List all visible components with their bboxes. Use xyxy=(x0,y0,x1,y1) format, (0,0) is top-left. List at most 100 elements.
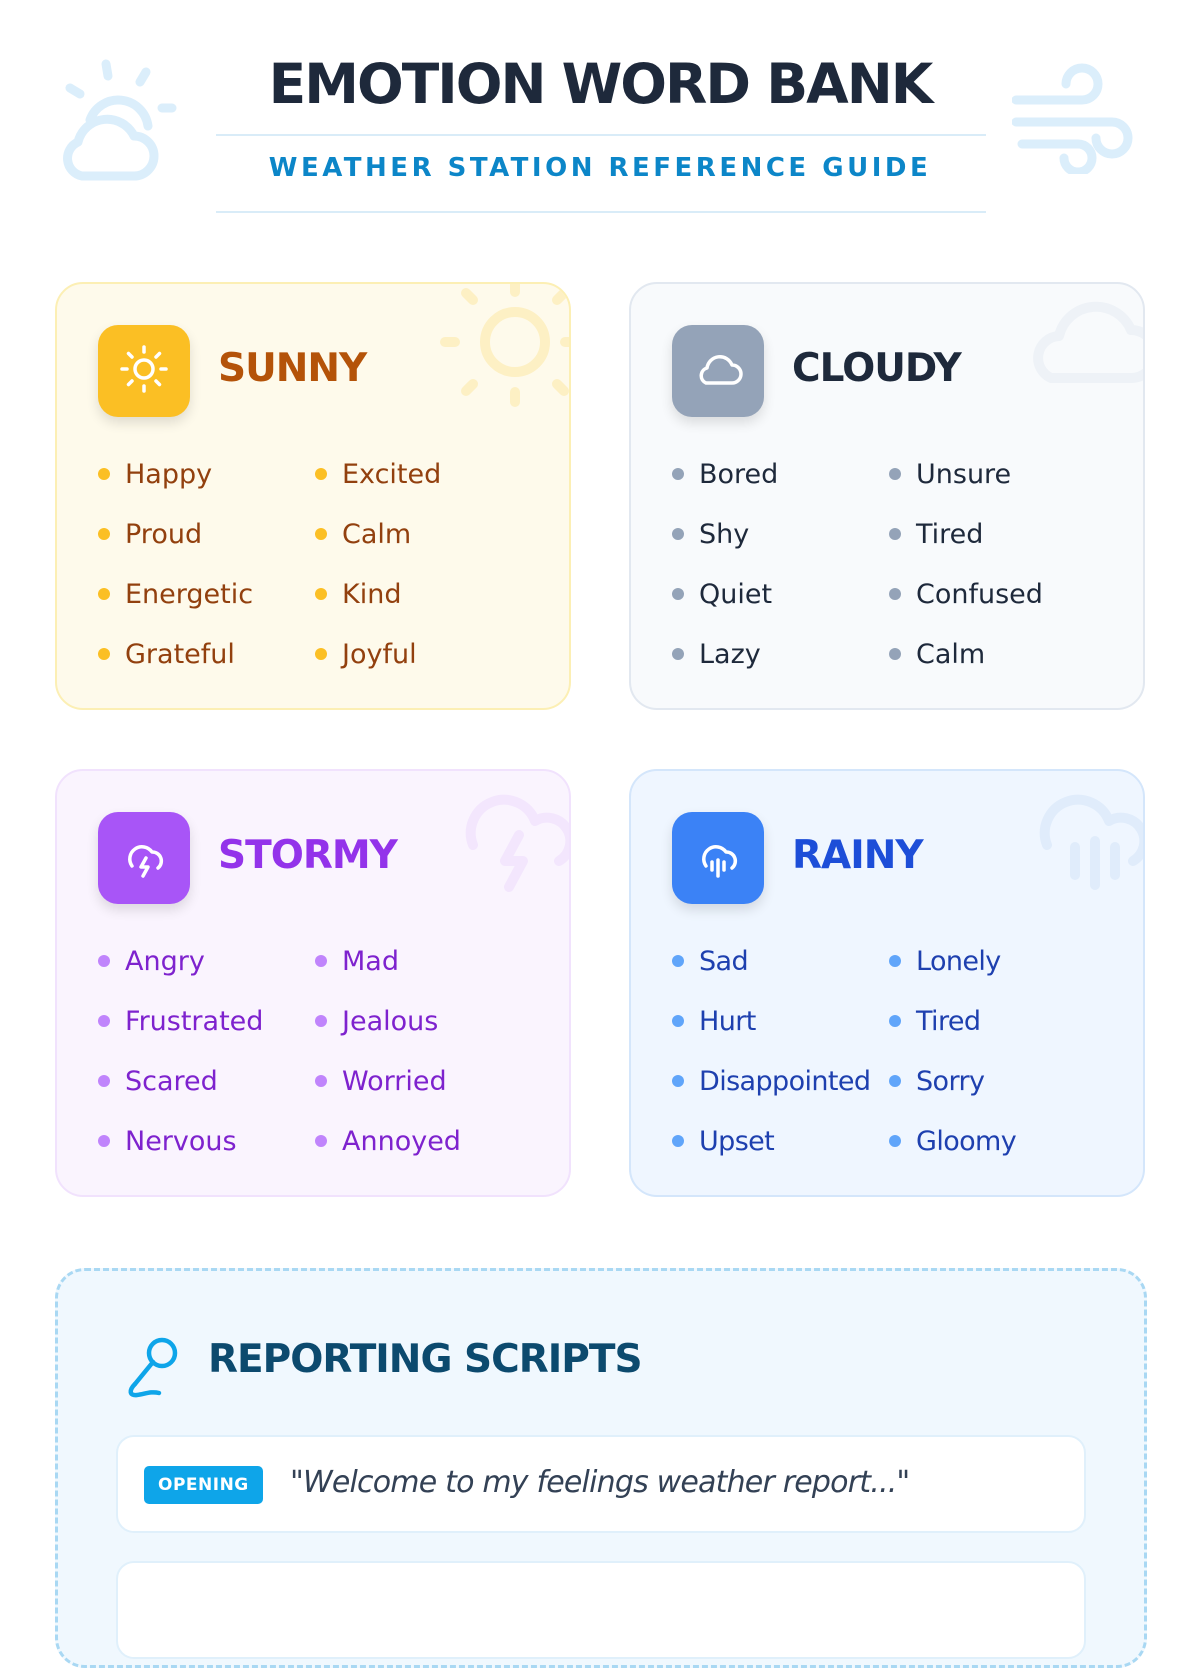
word-label: Shy xyxy=(699,518,750,550)
word-item: Happy xyxy=(98,444,315,504)
bullet-dot xyxy=(315,588,327,600)
word-item: Frustrated xyxy=(98,991,315,1051)
word-label: Upset xyxy=(699,1125,775,1157)
word-label: Excited xyxy=(342,458,442,490)
bullet-dot xyxy=(315,468,327,480)
bullet-dot xyxy=(315,955,327,967)
bullet-dot xyxy=(672,468,684,480)
word-label: Frustrated xyxy=(125,1005,264,1037)
word-item: Sorry xyxy=(889,1051,1106,1111)
word-item: Lonely xyxy=(889,931,1106,991)
bullet-dot xyxy=(98,648,110,660)
word-label: Tired xyxy=(916,1005,981,1037)
word-item: Joyful xyxy=(315,624,532,684)
bullet-dot xyxy=(889,1015,901,1027)
cloudy-title: CLOUDY xyxy=(792,346,962,391)
word-label: Confused xyxy=(916,578,1043,610)
cloud-icon xyxy=(692,349,744,393)
word-item: Tired xyxy=(889,504,1106,564)
rainy-badge xyxy=(672,812,764,904)
word-item: Quiet xyxy=(672,564,889,624)
script-quote: "Welcome to my feelings weather report..… xyxy=(290,1465,910,1500)
word-item: Disappointed xyxy=(672,1051,889,1111)
stormy-title: STORMY xyxy=(218,833,398,878)
word-item: Confused xyxy=(889,564,1106,624)
page-title: EMOTION WORD BANK xyxy=(268,52,934,116)
bullet-dot xyxy=(672,648,684,660)
word-label: Quiet xyxy=(699,578,773,610)
rainy-card: RAINY Sad Lonely Hurt Tired Disappointed… xyxy=(629,769,1145,1197)
word-label: Hurt xyxy=(699,1005,756,1037)
page-subtitle: WEATHER STATION REFERENCE GUIDE xyxy=(268,153,932,183)
word-label: Kind xyxy=(342,578,402,610)
word-label: Tired xyxy=(916,518,984,550)
title-divider-top xyxy=(216,134,986,136)
wind-icon xyxy=(1011,62,1136,178)
bullet-dot xyxy=(889,1075,901,1087)
bullet-dot xyxy=(98,528,110,540)
bullet-dot xyxy=(889,1135,901,1147)
bullet-dot xyxy=(889,528,901,540)
word-label: Joyful xyxy=(342,638,417,670)
bullet-dot xyxy=(889,648,901,660)
rain-watermark-icon xyxy=(1011,771,1143,909)
word-label: Disappointed xyxy=(699,1065,871,1097)
sun-cloud-icon xyxy=(62,58,178,190)
script-tag: OPENING xyxy=(144,1466,263,1504)
word-label: Energetic xyxy=(125,578,254,610)
bullet-dot xyxy=(889,468,901,480)
rainy-title: RAINY xyxy=(792,833,924,878)
word-label: Nervous xyxy=(125,1125,237,1157)
sun-watermark-icon xyxy=(437,284,569,422)
word-label: Jealous xyxy=(342,1005,439,1037)
word-item: Proud xyxy=(98,504,315,564)
bullet-dot xyxy=(672,1075,684,1087)
word-item: Worried xyxy=(315,1051,532,1111)
bullet-dot xyxy=(315,1075,327,1087)
bullet-dot xyxy=(98,1135,110,1147)
word-label: Annoyed xyxy=(342,1125,461,1157)
cloudy-badge xyxy=(672,325,764,417)
sunny-card: SUNNY Happy Excited Proud Calm Energetic… xyxy=(55,282,571,710)
bullet-dot xyxy=(672,528,684,540)
word-label: Sorry xyxy=(916,1065,985,1097)
sunny-badge xyxy=(98,325,190,417)
word-label: Angry xyxy=(125,945,205,977)
microphone-icon xyxy=(124,1335,182,1403)
bullet-dot xyxy=(315,1015,327,1027)
word-item: Hurt xyxy=(672,991,889,1051)
word-label: Sad xyxy=(699,945,749,977)
stormy-badge xyxy=(98,812,190,904)
bullet-dot xyxy=(98,955,110,967)
word-item: Scared xyxy=(98,1051,315,1111)
script-row-opening: OPENING "Welcome to my feelings weather … xyxy=(116,1435,1086,1533)
cloudy-card: CLOUDY Bored Unsure Shy Tired Quiet Conf… xyxy=(629,282,1145,710)
bullet-dot xyxy=(672,1015,684,1027)
word-label: Gloomy xyxy=(916,1125,1017,1157)
word-item: Grateful xyxy=(98,624,315,684)
word-label: Bored xyxy=(699,458,779,490)
sunny-title: SUNNY xyxy=(218,346,367,391)
bullet-dot xyxy=(98,1015,110,1027)
word-item: Calm xyxy=(889,624,1106,684)
word-item: Tired xyxy=(889,991,1106,1051)
word-item: Bored xyxy=(672,444,889,504)
word-item: Shy xyxy=(672,504,889,564)
bullet-dot xyxy=(98,588,110,600)
word-item: Kind xyxy=(315,564,532,624)
word-label: Grateful xyxy=(125,638,235,670)
word-label: Lazy xyxy=(699,638,761,670)
bullet-dot xyxy=(672,588,684,600)
rain-cloud-icon xyxy=(692,830,744,886)
word-item: Gloomy xyxy=(889,1111,1106,1171)
word-item: Excited xyxy=(315,444,532,504)
sunny-word-list: Happy Excited Proud Calm Energetic Kind … xyxy=(98,444,538,684)
sun-icon xyxy=(119,344,169,398)
storm-cloud-icon xyxy=(118,830,170,886)
stormy-word-list: Angry Mad Frustrated Jealous Scared Worr… xyxy=(98,931,538,1171)
bullet-dot xyxy=(672,1135,684,1147)
word-label: Calm xyxy=(916,638,986,670)
word-item: Mad xyxy=(315,931,532,991)
script-row xyxy=(116,1561,1086,1659)
word-item: Nervous xyxy=(98,1111,315,1171)
